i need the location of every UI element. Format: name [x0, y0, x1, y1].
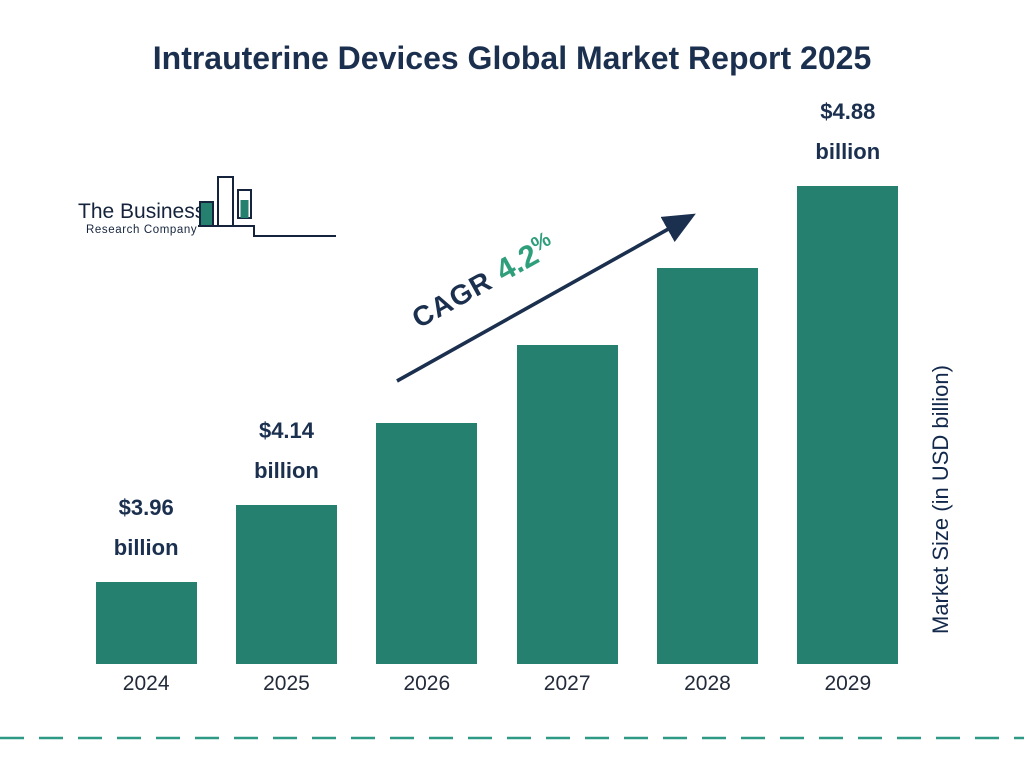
bar-column: $4.88 billion 2029 — [778, 99, 918, 702]
x-axis-label: 2027 — [543, 672, 591, 695]
bar-value-amount: $4.88 — [820, 98, 876, 124]
bar-value-label: $4.14 billion — [206, 411, 366, 491]
bar-column: 2028 — [637, 186, 777, 702]
bar — [797, 186, 899, 664]
bar — [376, 423, 478, 664]
y-axis-label: Market Size (in USD billion) — [928, 365, 953, 635]
bar-value-amount: $4.14 — [258, 417, 315, 443]
bar-value-unit: billion — [113, 534, 179, 560]
bar-value-label: $3.96 billion — [66, 488, 226, 568]
x-axis-label: 2026 — [403, 672, 451, 695]
bar-value-unit: billion — [815, 138, 881, 164]
x-axis-label: 2028 — [684, 672, 731, 695]
bar-value-label: $4.88 billion — [768, 92, 928, 172]
logo-name-text: The Business — [78, 200, 206, 223]
bar — [235, 505, 337, 664]
bar-column: 2026 — [357, 186, 497, 702]
x-axis-label: 2024 — [122, 672, 170, 695]
bar-value-unit: billion — [254, 457, 319, 483]
page-title: Intrauterine Devices Global Market Repor… — [152, 40, 872, 76]
bar-column: 2027 — [497, 186, 637, 702]
bar-column: $4.14 billion 2025 — [216, 186, 356, 702]
bar-column: $3.96 billion 2024 — [76, 186, 216, 702]
bar — [95, 582, 197, 664]
bar — [516, 345, 618, 664]
bar — [656, 268, 758, 664]
bar-chart: $3.96 billion 2024 $4.14 billion 2025 2026 2027… — [76, 99, 918, 702]
x-axis-label: 2029 — [824, 672, 872, 695]
logo: The Business Research Company — [78, 176, 336, 237]
x-axis-label: 2025 — [263, 672, 310, 695]
logo-bars-icon — [198, 176, 336, 237]
logo-subtitle-text: Research Company — [86, 224, 198, 236]
bar-value-amount: $3.96 — [118, 494, 174, 520]
bottom-dashed-divider — [0, 736, 1024, 740]
